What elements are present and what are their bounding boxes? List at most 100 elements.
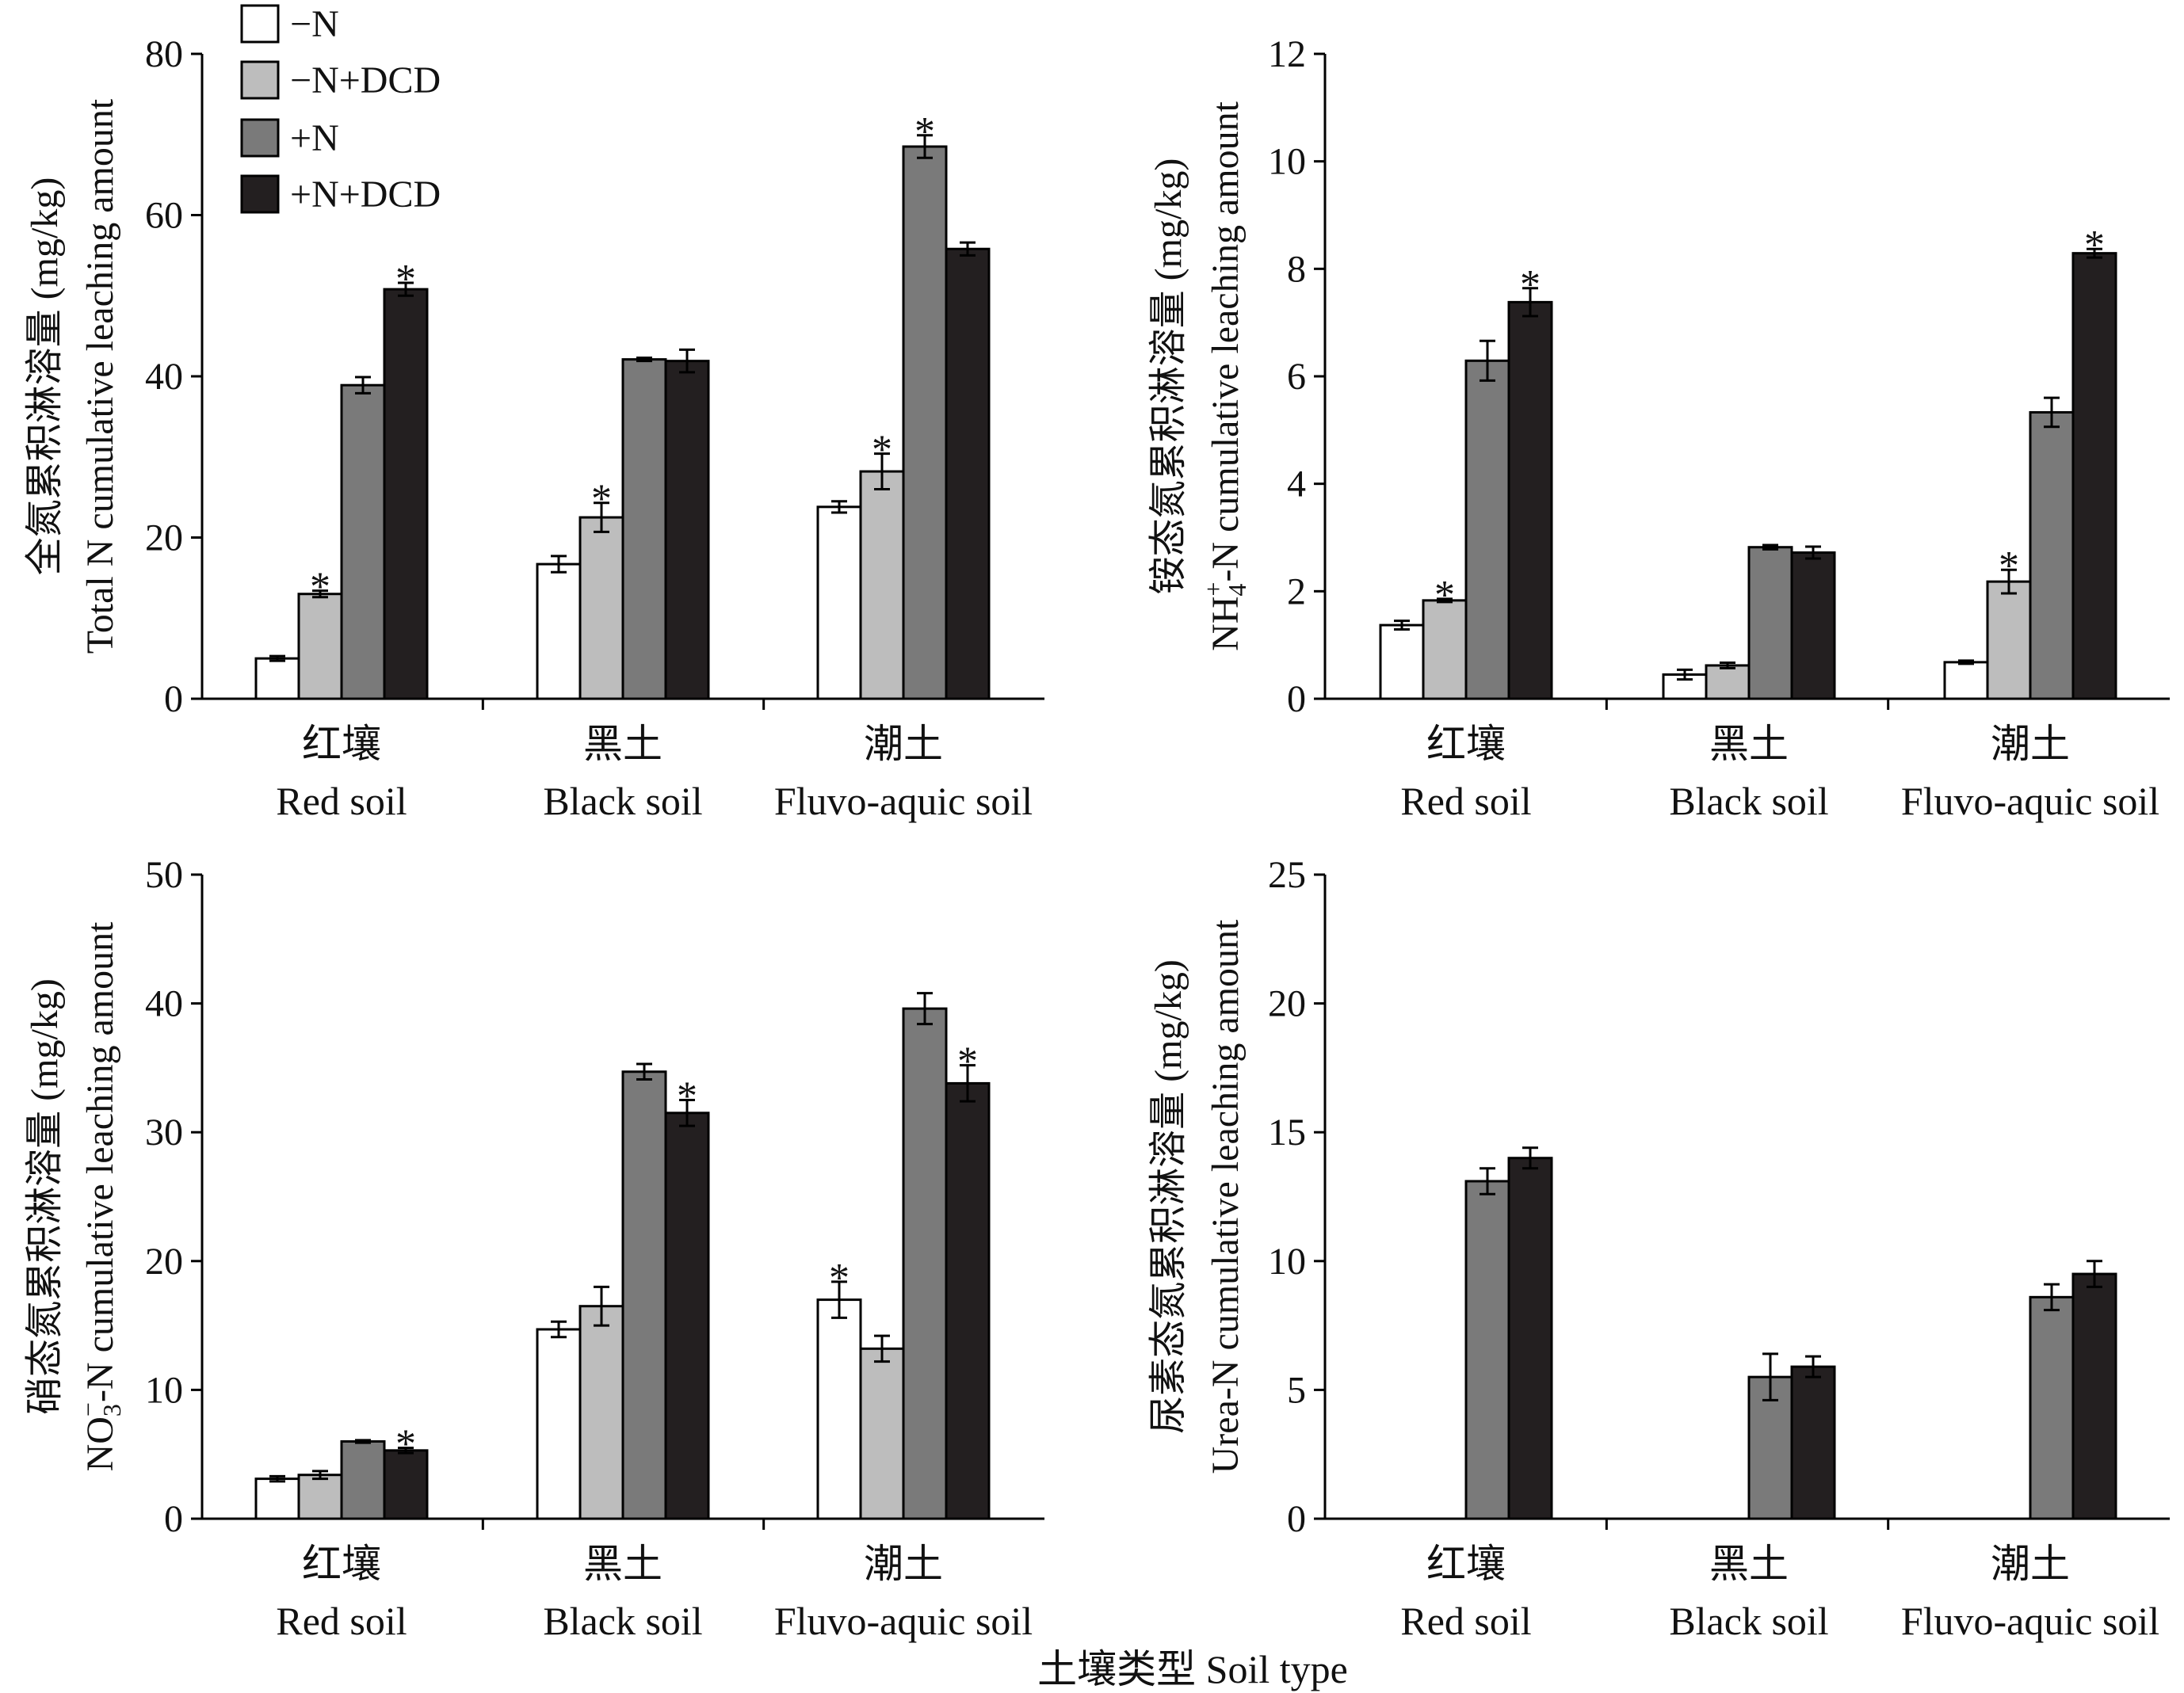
bar (816, 1298, 862, 1520)
category-label-cn: 潮土 (1991, 1542, 2070, 1586)
y-tick-label: 80 (145, 33, 183, 75)
y-tick-label: 6 (1287, 356, 1306, 398)
bar (1986, 580, 2032, 700)
panel-total-n: 0 20 40 60 80 红壤 Red soil 黑土 Black soil 潮土 Fluvo-a… (24, 33, 1044, 823)
y-tick-label: 20 (145, 1241, 183, 1283)
category-label-cn: 黑土 (583, 722, 662, 766)
legend-swatch-minus-n-dcd (240, 60, 280, 100)
bar (816, 505, 862, 700)
bar (902, 145, 948, 700)
bar (945, 247, 991, 700)
significance-star: * (829, 1256, 850, 1301)
bar (1507, 300, 1553, 700)
bar (902, 1007, 948, 1520)
significance-star: * (310, 565, 330, 610)
y-axis-label-cn: 铵态氮累积淋溶量 (mg/kg) (1147, 158, 1189, 595)
bar (1464, 359, 1510, 700)
significance-star: * (591, 477, 612, 522)
y-axis-label-en: Total N cumulative leaching amount (79, 98, 121, 654)
bar (2029, 410, 2075, 700)
panel-urea-n: 0 5 10 15 20 25 红壤 Red soil 黑土 Black soil 潮土 Fluvo-… (1147, 854, 2170, 1643)
significance-star: * (957, 1039, 978, 1085)
category-label-en: Fluvo-aquic soil (774, 779, 1033, 823)
y-tick-label: 30 (145, 1112, 183, 1153)
legend-swatch-minus-n (240, 4, 280, 44)
bar (383, 1449, 429, 1520)
bar (2029, 1295, 2075, 1520)
y-tick-label: 10 (1268, 1241, 1306, 1283)
y-tick-label: 40 (145, 356, 183, 398)
bar (1705, 664, 1751, 700)
category-label-cn: 黑土 (1709, 722, 1789, 766)
bar (1943, 661, 1989, 700)
significance-star: * (1999, 543, 2019, 589)
bar (254, 1478, 300, 1520)
legend-swatch-plus-n (240, 118, 280, 158)
bar (2071, 252, 2117, 700)
category-label-en: Black soil (543, 1599, 702, 1643)
y-tick-label: 25 (1268, 854, 1306, 896)
y-tick-label: 20 (1268, 983, 1306, 1025)
y-tick-label: 50 (145, 854, 183, 896)
y-tick-label: 12 (1268, 33, 1306, 75)
significance-star: * (395, 257, 416, 302)
bar (1747, 546, 1793, 700)
y-axis-label-cn: 全氮累积淋溶量 (mg/kg) (24, 177, 66, 576)
significance-star: * (677, 1074, 697, 1119)
y-tick-label: 2 (1287, 570, 1306, 612)
y-axis-label-en: NH4+-N cumulative leaching amount (1199, 101, 1251, 651)
category-label-cn: 黑土 (1709, 1542, 1789, 1586)
bar (1422, 599, 1468, 700)
category-label-en: Black soil (543, 779, 702, 823)
y-tick-label: 20 (145, 517, 183, 559)
bar (945, 1081, 991, 1520)
bar (621, 358, 667, 700)
significance-star: * (914, 109, 935, 154)
bar (536, 562, 582, 700)
significance-star: * (1520, 262, 1541, 307)
bar (297, 593, 343, 700)
bar (621, 1070, 667, 1520)
panel-nh4-n: 0 2 4 6 8 10 12 红壤 Red soil 黑土 Black soil 潮土 Fluvo-a… (1147, 33, 2170, 823)
category-label-cn: 潮土 (864, 722, 943, 766)
bar (536, 1328, 582, 1520)
bar (340, 1439, 386, 1520)
significance-star: * (872, 428, 892, 473)
bar (1790, 1365, 1836, 1520)
category-label-en: Fluvo-aquic soil (774, 1599, 1033, 1643)
category-label-en: Fluvo-aquic soil (1901, 1599, 2159, 1643)
y-tick-label: 10 (1268, 141, 1306, 183)
category-label-en: Black soil (1669, 779, 1828, 823)
bar (578, 516, 624, 700)
bar (578, 1305, 624, 1520)
bar (254, 657, 300, 700)
category-label-en: Red soil (276, 779, 407, 823)
y-tick-label: 0 (164, 1498, 183, 1540)
legend-label-minus-n: −N (290, 3, 339, 45)
x-axis-label: 土壤类型 Soil type (1037, 1647, 1348, 1691)
category-label-cn: 黑土 (583, 1542, 662, 1586)
bar (1790, 551, 1836, 700)
bar (664, 1112, 710, 1520)
category-label-en: Red soil (1400, 779, 1531, 823)
legend-swatch-plus-n-dcd (240, 174, 280, 214)
panel-no3-n: 0 10 20 30 40 50 红壤 Red soil 黑土 Black soil 潮土 Fluvo… (24, 854, 1044, 1643)
legend-label-plus-n: +N (290, 117, 339, 159)
bar (859, 1347, 905, 1520)
bar (1464, 1180, 1510, 1520)
y-tick-label: 10 (145, 1369, 183, 1411)
y-tick-label: 5 (1287, 1369, 1306, 1411)
y-tick-label: 15 (1268, 1112, 1306, 1153)
category-label-en: Fluvo-aquic soil (1901, 779, 2159, 823)
category-label-cn: 潮土 (864, 1542, 943, 1586)
bar (2071, 1272, 2117, 1520)
category-label-cn: 红壤 (302, 1542, 381, 1586)
category-label-cn: 红壤 (1426, 722, 1506, 766)
y-axis-label-en: Urea-N cumulative leaching amount (1205, 919, 1247, 1474)
y-axis-label-cn: 尿素态氮累积淋溶量 (mg/kg) (1147, 959, 1189, 1434)
category-label-en: Black soil (1669, 1599, 1828, 1643)
significance-star: * (2084, 223, 2105, 268)
category-label-cn: 红壤 (1426, 1542, 1506, 1586)
y-tick-label: 0 (1287, 1498, 1306, 1540)
